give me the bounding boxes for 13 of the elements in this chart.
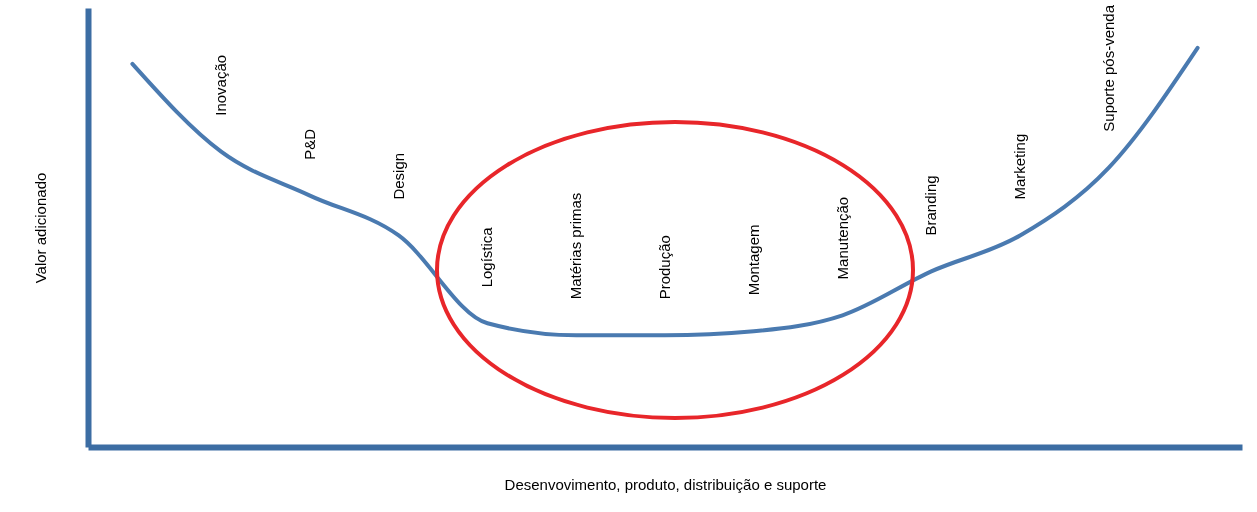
x-tick-label: Suporte pós-venda — [1099, 4, 1117, 132]
x-tick-label: Montagem — [744, 224, 762, 296]
x-tick-label: P&D — [300, 128, 318, 160]
x-tick-label: Design — [389, 152, 407, 200]
x-tick-label: Inovação — [212, 54, 230, 116]
x-tick-label: Produção — [656, 235, 673, 300]
x-tick-label: Marketing — [1011, 133, 1029, 200]
x-axis-title: Desenvovimento, produto, distribuição e suporte — [504, 475, 827, 493]
x-tick-label: Branding — [922, 175, 940, 236]
x-tick-label: Matérias primas — [567, 192, 585, 300]
x-tick-label: Manutenção — [833, 196, 851, 280]
y-axis-title: Valor adicionado — [31, 172, 49, 284]
x-tick-label: Logística — [478, 226, 496, 288]
